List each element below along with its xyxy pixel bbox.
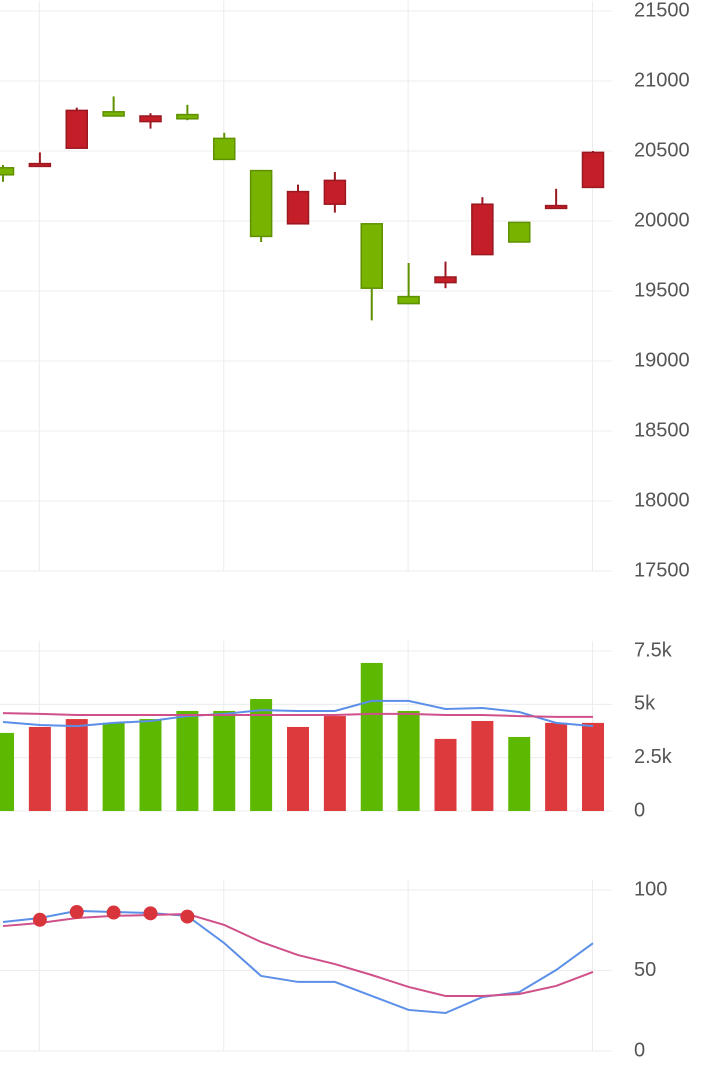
- signal-dot: [143, 906, 158, 921]
- volume-bar: [28, 726, 51, 811]
- y-tick-label: 7.5k: [634, 639, 673, 661]
- volume-bar: [323, 716, 346, 811]
- candle-body: [0, 167, 15, 176]
- candle-body: [581, 151, 605, 189]
- candle-body: [213, 137, 236, 161]
- candle-body: [65, 109, 88, 149]
- y-tick-label: 21500: [634, 0, 690, 21]
- candle-body: [176, 113, 199, 120]
- volume-bar: [65, 719, 88, 811]
- signal-dot: [106, 905, 121, 920]
- y-tick-label: 21000: [634, 69, 690, 91]
- line: [2, 909, 594, 1015]
- candle-body: [397, 295, 420, 305]
- candle-body: [286, 190, 310, 225]
- y-tick-label: 20000: [634, 209, 690, 231]
- line: [2, 699, 594, 728]
- signal-dot: [69, 905, 84, 920]
- signal-dot: [32, 912, 47, 927]
- volume-bar: [508, 736, 531, 811]
- candle-body: [544, 204, 568, 210]
- volume-bar: [545, 722, 568, 811]
- candle-body: [471, 203, 494, 256]
- volume-bar: [176, 710, 199, 811]
- candle-body: [434, 276, 457, 284]
- y-tick-label: 5k: [634, 693, 656, 715]
- candle-body: [360, 223, 383, 289]
- volume-bar: [397, 710, 420, 811]
- candle-body: [28, 162, 52, 168]
- volume-bar: [434, 738, 457, 811]
- volume-bar: [139, 719, 162, 811]
- y-tick-label: 18000: [634, 489, 690, 511]
- volume-bar: [0, 732, 14, 811]
- y-tick-label: 0: [634, 799, 645, 821]
- candle-body: [508, 221, 531, 243]
- volume-bar: [250, 699, 273, 811]
- y-tick-label: 50: [634, 959, 656, 981]
- volume-bar: [102, 722, 125, 811]
- volume-bar: [582, 722, 604, 811]
- candle-body: [139, 115, 162, 123]
- y-tick-label: 2.5k: [634, 746, 673, 768]
- y-tick-label: 100: [634, 878, 667, 900]
- y-tick-label: 0: [634, 1039, 645, 1061]
- volume-bar: [471, 720, 494, 811]
- signal-dot: [180, 909, 195, 924]
- volume-bar: [287, 726, 309, 811]
- line: [2, 712, 593, 718]
- candle-body: [102, 111, 125, 117]
- y-tick-label: 17500: [634, 559, 690, 581]
- volume-bar: [213, 710, 236, 811]
- volume-bar: [360, 662, 383, 811]
- y-tick-label: 20500: [634, 139, 690, 161]
- candle-body: [249, 169, 273, 238]
- line: [2, 912, 594, 997]
- y-tick-label: 19500: [634, 279, 690, 301]
- y-tick-label: 18500: [634, 419, 690, 441]
- y-tick-label: 19000: [634, 349, 690, 371]
- candle-body: [323, 179, 347, 205]
